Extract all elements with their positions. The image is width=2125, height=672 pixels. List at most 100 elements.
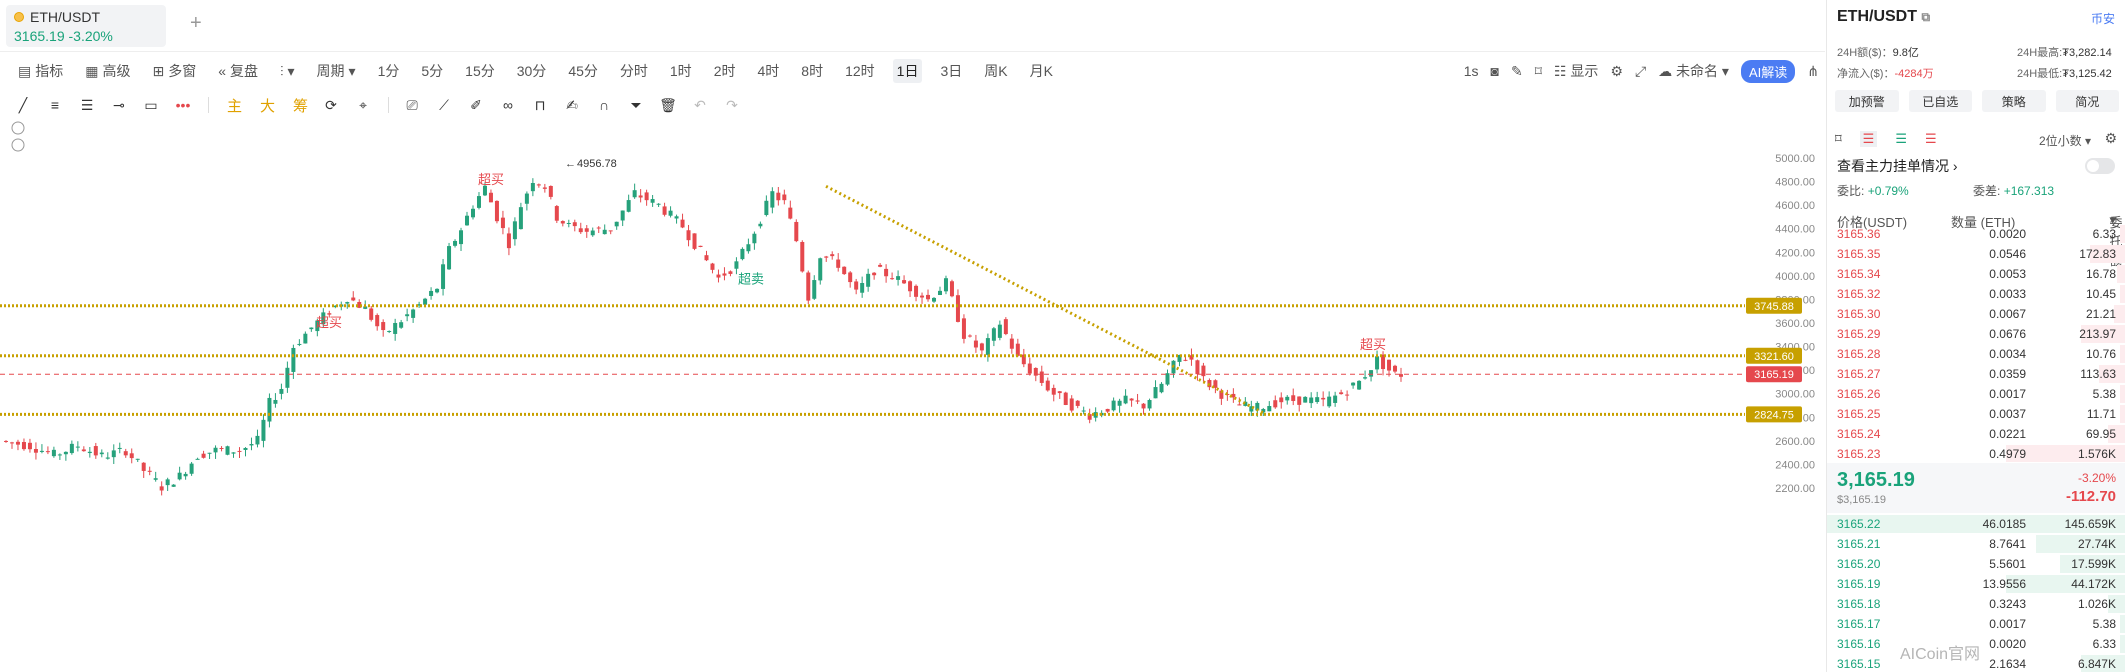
bid-row[interactable]: 3165.20 5.5601 17.599K [1827, 554, 2125, 574]
candle-body [488, 192, 493, 203]
ai-interpret-button[interactable]: AI解读 [1740, 59, 1796, 83]
indicator-button[interactable]: ▤ 指标 [18, 62, 64, 80]
brush-tool-icon[interactable]: ✐ [470, 96, 482, 113]
candle-body [949, 281, 954, 297]
channel-tool-icon[interactable]: ☰ [80, 96, 94, 113]
fullscreen-icon[interactable]: ⤢ [1634, 62, 1647, 79]
copy-icon[interactable]: ⧉ [1921, 10, 1931, 24]
delete-tool-icon[interactable]: 🗑 [659, 96, 677, 113]
camera-icon[interactable]: ◙ [1490, 63, 1500, 79]
multi-window-button[interactable]: ⊞ 多窗 [152, 62, 197, 80]
display-button[interactable]: ☷ 显示 [1553, 63, 1599, 79]
share-icon[interactable]: ⋔ [1807, 62, 1819, 79]
ask-row[interactable]: 3165.36 0.0020 6.33 [1827, 224, 2125, 244]
ask-row[interactable]: 3165.24 0.0221 69.95 [1827, 424, 2125, 444]
interval-tab[interactable]: 45分 [568, 63, 598, 79]
add-tab-icon[interactable]: + [190, 12, 202, 34]
asks-view-icon[interactable]: ☰ [1924, 131, 1937, 146]
interval-tab[interactable]: 3日 [940, 63, 963, 79]
line-tool-icon[interactable]: ╱ [18, 96, 28, 113]
pen-icon[interactable]: ✎ [1511, 62, 1523, 79]
interval-tab[interactable]: 8时 [801, 63, 824, 79]
indicator-icon: ▤ [18, 62, 32, 79]
bid-row[interactable]: 3165.19 13.9556 44.172K [1827, 574, 2125, 594]
sync-tool-icon[interactable]: ⟳ [325, 96, 337, 113]
bid-row[interactable]: 3165.21 8.7641 27.74K [1827, 534, 2125, 554]
ask-row[interactable]: 3165.26 0.0017 5.38 [1827, 384, 2125, 404]
exchange-link[interactable]: 币安 [2090, 12, 2115, 26]
bid-total: 1.026K [2077, 597, 2116, 611]
interval-tab[interactable]: 分时 [619, 63, 648, 79]
candle-type-button[interactable]: ⫶ ▾ [280, 62, 295, 79]
main-orders-link[interactable]: 查看主力挂单情况 › [1837, 158, 1958, 174]
interval-tab[interactable]: 30分 [516, 63, 547, 79]
tab-eth-usdt[interactable]: ETH/USDT 3165.19 -3.20% [6, 5, 166, 47]
undo-icon[interactable]: ↶ [694, 96, 706, 113]
ask-row[interactable]: 3165.23 0.4979 1.576K [1827, 444, 2125, 462]
decimal-dropdown[interactable]: 2位小数 ▾ [2038, 134, 2091, 148]
main-chip-toggle[interactable]: 主 [227, 97, 243, 115]
chips-toggle[interactable]: 筹 [293, 97, 309, 115]
interval-tab[interactable]: 月K [1029, 63, 1053, 79]
bids-view-icon[interactable]: ☰ [1895, 131, 1907, 146]
watchlist-button[interactable]: 已自选 [1908, 90, 1972, 112]
interval-tab[interactable]: 1日 [892, 59, 923, 83]
advanced-button[interactable]: ▦ 高级 [85, 62, 131, 80]
interval-tab[interactable]: 1时 [669, 63, 692, 79]
bid-row[interactable]: 3165.15 2.1634 6.847K [1827, 654, 2125, 672]
settings-icon[interactable]: ⚙ [1610, 62, 1623, 79]
ask-row[interactable]: 3165.28 0.0034 10.76 [1827, 344, 2125, 364]
interval-tab[interactable]: 5分 [421, 63, 444, 79]
measure-tool-icon[interactable]: ⌖ [359, 96, 367, 113]
multi-line-tool-icon[interactable]: ≡ [50, 97, 60, 113]
candle-body [1267, 406, 1272, 412]
level-label: 3321.60 [1754, 351, 1794, 363]
big-order-toggle[interactable]: 大 [260, 97, 276, 115]
edit-tool-icon[interactable]: ✍ [566, 96, 578, 113]
main-orders-toggle[interactable] [2085, 158, 2115, 174]
bid-row[interactable]: 3165.22 46.0185 145.659K [1827, 514, 2125, 534]
link-tool-icon[interactable]: ∞ [503, 97, 514, 113]
rectangle-tool-icon[interactable]: ▭ [144, 96, 158, 113]
horizontal-line-tool-icon[interactable]: ⊸ [113, 96, 125, 113]
magnet-tool-icon[interactable]: ∩ [599, 97, 610, 113]
ask-row[interactable]: 3165.30 0.0067 21.21 [1827, 304, 2125, 324]
candlestick-chart[interactable]: 5000.00 4800.00 4600.00 4400.00 4200.00 4000.… [0, 120, 1825, 672]
interval-tab[interactable]: 12时 [845, 63, 875, 79]
strategy-button[interactable]: 策略 [1982, 90, 2046, 112]
interval-tab[interactable]: 2时 [713, 63, 736, 79]
both-view-icon[interactable]: ☰ [1859, 131, 1878, 147]
ask-row[interactable]: 3165.27 0.0359 113.63 [1827, 364, 2125, 384]
panel-settings-icon[interactable]: ⚙ [2104, 130, 2117, 146]
interval-tab[interactable]: 15分 [465, 63, 495, 79]
candle-body [69, 443, 74, 454]
redo-icon[interactable]: ↷ [726, 96, 738, 113]
bookmark-icon[interactable]: ⌑ [1534, 62, 1542, 79]
ask-row[interactable]: 3165.29 0.0676 213.97 [1827, 324, 2125, 344]
bid-row[interactable]: 3165.18 0.3243 1.026K [1827, 594, 2125, 614]
bid-row[interactable]: 3165.16 0.0020 6.33 [1827, 634, 2125, 654]
interval-tab[interactable]: 1分 [377, 63, 400, 79]
period-dropdown[interactable]: 周期 ▾ [316, 62, 356, 80]
ask-row[interactable]: 3165.32 0.0033 10.45 [1827, 284, 2125, 304]
annotation-tool-icon[interactable]: ⎚ [406, 96, 418, 113]
replay-button[interactable]: «复盘 [218, 63, 258, 79]
stat-inflow: 净流入($)：-4284万 [1837, 68, 1934, 80]
pin-icon[interactable]: ⌑ [1835, 131, 1842, 146]
dots-tool-icon[interactable]: ••• [175, 97, 191, 113]
interval-tab[interactable]: 4时 [757, 63, 780, 79]
lock-tool-icon[interactable]: ⊓ [534, 96, 546, 113]
candle-body [722, 273, 727, 276]
bid-row[interactable]: 3165.17 0.0017 5.38 [1827, 614, 2125, 634]
y-tick-label: 2400.00 [1775, 459, 1815, 471]
ask-row[interactable]: 3165.35 0.0546 172.83 [1827, 244, 2125, 264]
ask-row[interactable]: 3165.34 0.0053 16.78 [1827, 264, 2125, 284]
layout-dropdown[interactable]: ☁ 未命名 ▾ [1658, 63, 1729, 79]
overview-button[interactable]: 简况 [2055, 90, 2119, 112]
refresh-rate[interactable]: 1s [1463, 63, 1479, 79]
add-alert-button[interactable]: 加预警 [1835, 90, 1899, 112]
ask-row[interactable]: 3165.25 0.0037 11.71 [1827, 404, 2125, 424]
ruler-tool-icon[interactable]: ⟋ [439, 96, 449, 113]
filter-tool-icon[interactable]: ⏷ [630, 96, 642, 113]
interval-tab[interactable]: 周K [984, 63, 1008, 79]
